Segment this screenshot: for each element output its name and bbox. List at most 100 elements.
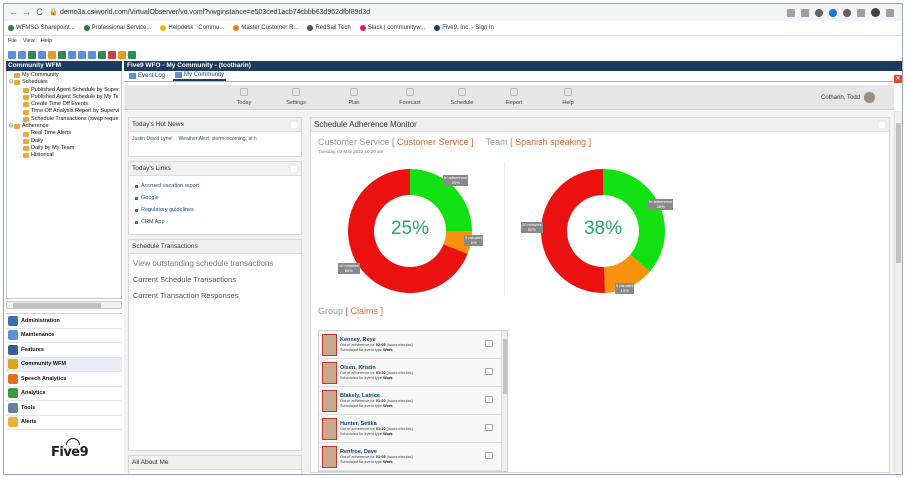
- module-community-wfm[interactable]: Community WFM: [6, 357, 122, 372]
- star-icon[interactable]: [801, 8, 809, 17]
- bookmark-item[interactable]: Slack | communityw...: [359, 25, 425, 31]
- extension-icon[interactable]: [829, 8, 837, 17]
- toolbar-icon[interactable]: [68, 50, 76, 59]
- tree-item[interactable]: My Community: [7, 72, 121, 79]
- nav-settings[interactable]: Settings: [276, 88, 316, 106]
- edit-icon[interactable]: [879, 122, 885, 128]
- link-item[interactable]: Accrued vacation report: [135, 180, 295, 192]
- reload-icon[interactable]: C: [36, 7, 43, 17]
- module-tools[interactable]: Tools: [6, 401, 122, 416]
- nav-schedule[interactable]: Schedule: [442, 88, 482, 106]
- toolbar-icon[interactable]: [78, 50, 86, 59]
- back-icon[interactable]: ←: [9, 7, 18, 17]
- donut-slice-in-adherence[interactable]: [410, 169, 472, 231]
- main-vertical-scrollbar[interactable]: [894, 111, 902, 473]
- nav-report[interactable]: Report: [494, 88, 534, 106]
- toolbar-icon[interactable]: [28, 50, 36, 59]
- toolbar-icon[interactable]: [58, 50, 66, 59]
- tree-expander-icon[interactable]: ⊟: [9, 123, 14, 130]
- close-icon[interactable]: ✕: [894, 75, 902, 83]
- toolbar-icon[interactable]: [18, 50, 26, 59]
- module-administration[interactable]: Administration: [6, 314, 122, 329]
- agent-row[interactable]: Renfroe, Dave Out of adherence for 01:05 …: [319, 443, 507, 471]
- skill-filter[interactable]: Customer Service [ Customer Service ]: [318, 137, 474, 147]
- forward-icon[interactable]: →: [22, 7, 31, 17]
- tree-item[interactable]: ⊟ Adherence: [7, 123, 121, 130]
- nav-plan[interactable]: Plan: [334, 88, 374, 106]
- chat-icon[interactable]: [485, 340, 493, 347]
- schedule-transaction-link[interactable]: Current Transaction Responses: [133, 291, 239, 300]
- toolbar-icon[interactable]: [128, 50, 136, 59]
- chat-icon[interactable]: [485, 396, 493, 403]
- tree-horizontal-scrollbar[interactable]: [6, 301, 122, 309]
- toolbar-icon[interactable]: [108, 50, 116, 59]
- user-menu[interactable]: Cotharin, Todd: [821, 91, 876, 104]
- tree-item[interactable]: ⊟ Schedules: [7, 79, 121, 86]
- tree-item[interactable]: Create Time Off Events: [7, 101, 121, 108]
- toolbar-icon[interactable]: [98, 50, 106, 59]
- toolbar-icon[interactable]: [118, 50, 126, 59]
- share-icon[interactable]: [787, 8, 795, 17]
- url-text[interactable]: demo3a.csiworld.com/VirtualObserver/vo.v…: [60, 9, 371, 16]
- donut-slice-10-minutes[interactable]: [348, 169, 468, 293]
- schedule-transaction-link[interactable]: View outstanding schedule transactions: [133, 259, 274, 268]
- tab-event-log[interactable]: Event Log: [127, 71, 167, 81]
- tree-item[interactable]: Time Off Analysis Report by Supervi: [7, 108, 121, 115]
- toolbar-icon[interactable]: [48, 50, 56, 59]
- nav-today[interactable]: Today: [224, 88, 264, 106]
- puzzle-icon[interactable]: [843, 8, 851, 17]
- module-speech-analytics[interactable]: Speech Analytics: [6, 372, 122, 387]
- chat-icon[interactable]: [485, 424, 493, 431]
- agent-row[interactable]: Olsen, Kristin Out of adherence for 01:20…: [319, 359, 507, 387]
- extension-icon[interactable]: [815, 8, 823, 17]
- bookmark-item[interactable]: Helpdesk : Commu...: [160, 25, 224, 31]
- module-features[interactable]: Features: [6, 343, 122, 358]
- tree-expander-icon[interactable]: ⊟: [9, 79, 14, 86]
- link-item[interactable]: Google: [135, 192, 295, 204]
- bookmark-item[interactable]: Master Customer R...: [233, 25, 298, 31]
- bookmark-item[interactable]: Five9, Inc. - Sign In: [434, 25, 494, 31]
- link-item[interactable]: CRM App: [135, 216, 295, 228]
- tree-item[interactable]: Published Agent Schedule by Super: [7, 87, 121, 94]
- tree-item[interactable]: Historical: [7, 152, 121, 159]
- schedule-transaction-link[interactable]: Current Schedule Transactions: [133, 275, 236, 284]
- news-item[interactable]: Weather Alert: storm incoming, at h: [178, 136, 257, 142]
- bookmark-item[interactable]: Professional Service...: [83, 25, 151, 31]
- module-alerts[interactable]: Alerts: [6, 415, 122, 430]
- donut-slice-10-minutes[interactable]: [540, 169, 605, 293]
- tree-item[interactable]: Real Time Alerts: [7, 130, 121, 137]
- agent-row[interactable]: Hunter, Setika Out of adherence for 01:20…: [319, 415, 507, 443]
- donut-slice-in-adherence[interactable]: [603, 169, 665, 272]
- module-analytics[interactable]: Analytics: [6, 386, 122, 401]
- tree-item[interactable]: Daily by My Team: [7, 145, 121, 152]
- chat-icon[interactable]: [485, 368, 493, 375]
- group-filter[interactable]: Group [ Claims ]: [318, 306, 384, 316]
- nav-forecast[interactable]: Forecast: [390, 88, 430, 106]
- bookmark-item[interactable]: RedSail Tech: [307, 25, 351, 31]
- toolbar-icon[interactable]: [88, 50, 96, 59]
- chat-icon[interactable]: [485, 452, 493, 459]
- tree-item[interactable]: Daily: [7, 138, 121, 145]
- menu-help[interactable]: Help: [40, 38, 53, 44]
- menu-file[interactable]: File: [8, 38, 17, 44]
- tree-item[interactable]: Published Agent Schedule by My Te: [7, 94, 121, 101]
- tree-item[interactable]: Schedule Transactions (swap reque: [7, 116, 121, 123]
- menu-view[interactable]: View: [22, 38, 35, 44]
- toolbar-icon[interactable]: [8, 50, 16, 59]
- toolbar-icon[interactable]: [38, 50, 46, 59]
- tab-my-community[interactable]: My Community: [173, 71, 227, 81]
- agent-row[interactable]: Kenney, Reye Out of adherence for 02:05 […: [319, 331, 507, 359]
- bookmark-item[interactable]: WFMSG Sharepoint...: [8, 25, 75, 31]
- team-filter[interactable]: Team [ Spanish speaking ]: [485, 137, 592, 147]
- edit-icon[interactable]: [291, 122, 297, 128]
- nav-help[interactable]: Help: [548, 88, 588, 106]
- link-item[interactable]: Regulatory guidelines: [135, 204, 295, 216]
- edit-icon[interactable]: [291, 166, 297, 172]
- sidebar-icon[interactable]: [857, 8, 865, 17]
- module-maintenance[interactable]: Maintenance: [6, 328, 122, 343]
- news-item[interactable]: Justin David Lyne!: [132, 136, 173, 142]
- profile-avatar[interactable]: [871, 8, 880, 17]
- menu-icon[interactable]: [886, 8, 894, 17]
- agent-list-scrollbar[interactable]: [501, 331, 507, 471]
- agent-row[interactable]: Blakely, Latrice Out of adherence for 01:…: [319, 387, 507, 415]
